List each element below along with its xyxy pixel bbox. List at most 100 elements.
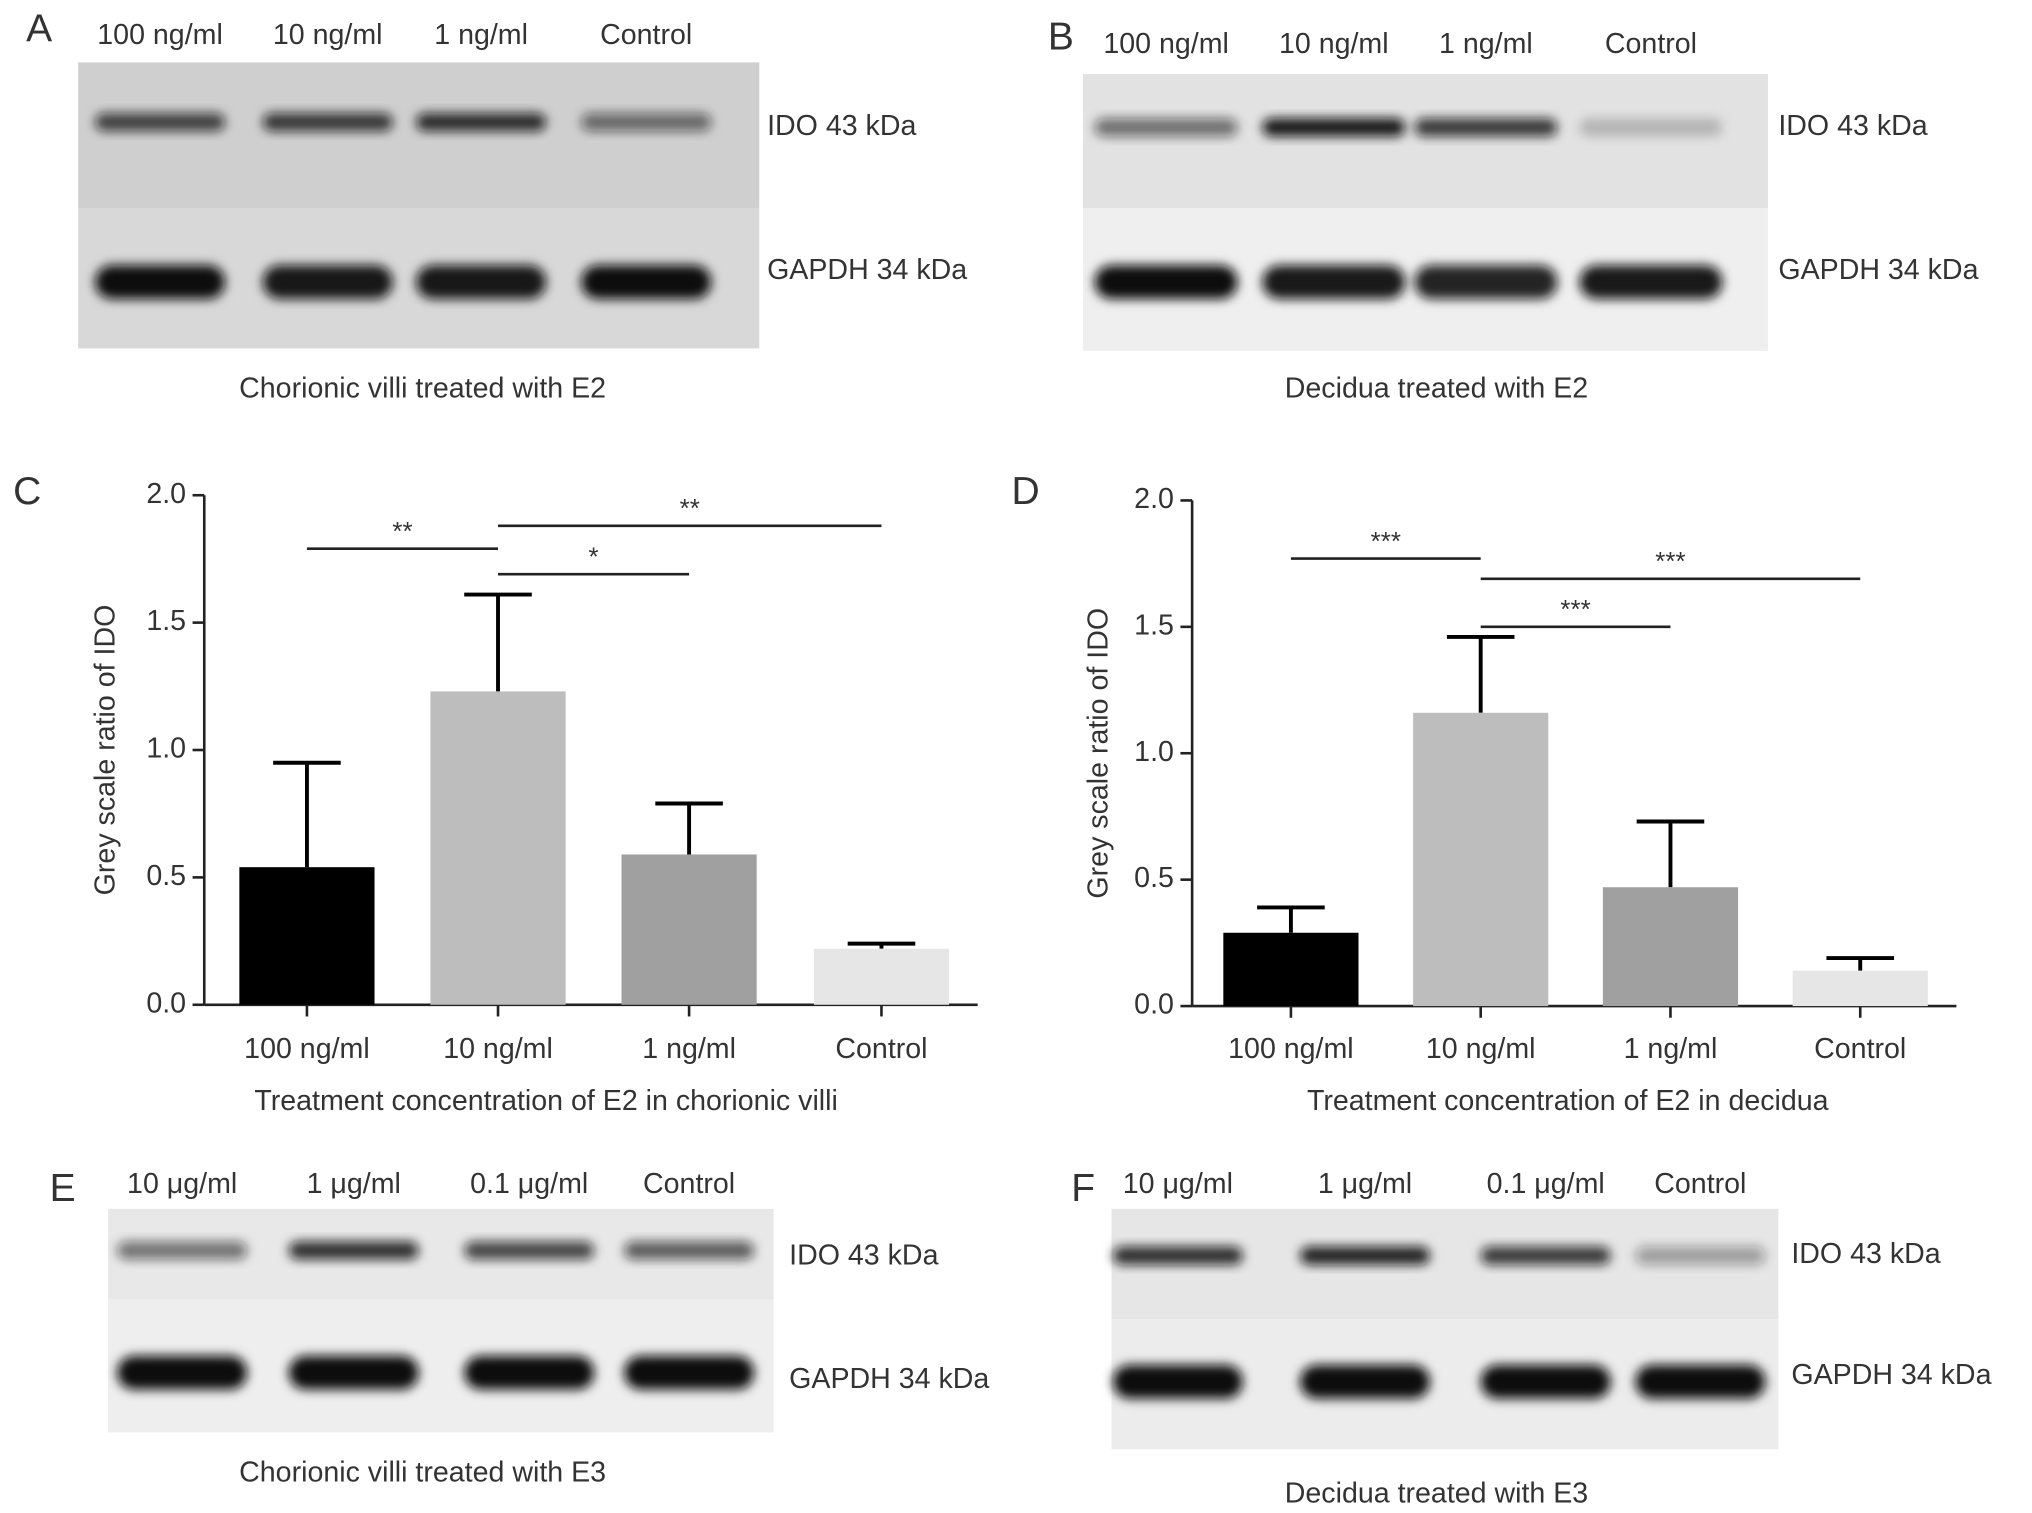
blot-band — [1112, 1246, 1243, 1265]
blot-membrane — [78, 62, 760, 208]
y-tick-label: 0.5 — [146, 860, 186, 892]
lane-label: 0.1 μg/ml — [470, 1168, 588, 1200]
bar — [430, 691, 566, 1005]
blot-band — [1635, 1246, 1766, 1265]
blot-band — [1300, 1364, 1430, 1399]
significance-label: ** — [680, 493, 700, 523]
bar — [1413, 712, 1549, 1007]
lane-label: 10 ng/ml — [1279, 28, 1389, 60]
blot-band — [1480, 1364, 1611, 1399]
panel-label: D — [1011, 470, 1039, 513]
band-label: GAPDH 34 kDa — [767, 254, 967, 286]
y-tick-label: 1.5 — [1134, 609, 1174, 641]
lane-label: 1 ng/ml — [434, 19, 528, 51]
panel-label: E — [50, 1167, 76, 1210]
blot-band — [95, 113, 226, 132]
lane-label: 10 ng/ml — [273, 19, 383, 51]
x-tick-label: 1 ng/ml — [642, 1033, 736, 1065]
lane-label: 10 μg/ml — [127, 1168, 237, 1200]
x-tick-label: Control — [1814, 1033, 1906, 1065]
band-label: IDO 43 kDa — [767, 110, 916, 142]
blot-band — [464, 1355, 595, 1390]
blot-membrane — [1082, 74, 1768, 208]
panel-label: A — [26, 7, 52, 50]
blot-band — [624, 1241, 755, 1260]
band-label: IDO 43 kDa — [789, 1239, 938, 1271]
x-tick-label: 100 ng/ml — [244, 1033, 370, 1065]
blot-band — [416, 113, 547, 132]
blot-caption: Chorionic villi treated with E2 — [239, 372, 606, 404]
blot-band — [1414, 265, 1558, 299]
y-tick-label: 0.0 — [1134, 989, 1174, 1021]
blot-caption: Decidua treated with E2 — [1285, 372, 1588, 404]
blot-band — [288, 1241, 419, 1260]
x-axis-title: Treatment concentration of E2 in decidua — [1307, 1085, 1829, 1117]
y-tick-label: 0.5 — [1134, 862, 1174, 894]
significance-label: * — [588, 541, 598, 571]
band-label: IDO 43 kDa — [1778, 110, 1927, 142]
blot-band — [1262, 118, 1406, 137]
x-axis-title: Treatment concentration of E2 in chorion… — [254, 1085, 837, 1117]
blot-band — [1635, 1364, 1766, 1399]
blot-band — [1094, 118, 1238, 137]
blot-caption: Decidua treated with E3 — [1285, 1477, 1588, 1509]
lane-label: Control — [1654, 1168, 1746, 1200]
lane-label: 1 μg/ml — [1318, 1168, 1412, 1200]
bar — [621, 854, 757, 1005]
panel-label: B — [1048, 15, 1074, 58]
blot-band — [581, 113, 712, 132]
lane-label: 1 μg/ml — [307, 1168, 401, 1200]
y-axis-title: Grey scale ratio of IDO — [89, 605, 121, 896]
blot-band — [95, 265, 226, 299]
y-tick-label: 2.0 — [1134, 483, 1174, 515]
bar — [1792, 970, 1928, 1007]
blot-band — [1094, 265, 1238, 299]
blot-band — [117, 1241, 248, 1260]
blot-band — [262, 113, 393, 132]
blot-band — [1300, 1246, 1430, 1265]
blot-band — [1112, 1364, 1243, 1399]
y-tick-label: 1.5 — [146, 605, 186, 637]
bar — [239, 867, 375, 1005]
blot-caption: Chorionic villi treated with E3 — [239, 1457, 606, 1489]
blot-band — [624, 1355, 755, 1390]
blot-band — [1579, 265, 1723, 299]
x-tick-label: 1 ng/ml — [1624, 1033, 1718, 1065]
panel-label: C — [13, 470, 41, 513]
significance-label: *** — [1560, 594, 1590, 624]
y-axis-title: Grey scale ratio of IDO — [1082, 608, 1114, 899]
significance-label: *** — [1655, 546, 1685, 576]
x-tick-label: 10 ng/ml — [1426, 1033, 1536, 1065]
panel-label: F — [1071, 1167, 1095, 1210]
significance-label: ** — [392, 516, 412, 546]
band-label: GAPDH 34 kDa — [1778, 254, 1978, 286]
blot-band — [416, 265, 547, 299]
blot-band — [262, 265, 393, 299]
x-tick-label: Control — [835, 1033, 927, 1065]
blot-band — [288, 1355, 419, 1390]
lane-label: 100 ng/ml — [1103, 28, 1229, 60]
band-label: IDO 43 kDa — [1791, 1238, 1940, 1270]
band-label: GAPDH 34 kDa — [789, 1363, 989, 1395]
blot-band — [1262, 265, 1406, 299]
blot-band — [1414, 118, 1558, 137]
lane-label: 0.1 μg/ml — [1487, 1168, 1605, 1200]
bar — [1223, 932, 1359, 1007]
blot-band — [117, 1355, 248, 1390]
x-tick-label: 10 ng/ml — [443, 1033, 553, 1065]
bar — [813, 948, 950, 1005]
significance-label: *** — [1371, 526, 1401, 556]
blot-band — [1480, 1246, 1611, 1265]
blot-band — [464, 1241, 595, 1260]
y-tick-label: 1.0 — [1134, 736, 1174, 768]
blot-band — [1579, 118, 1723, 137]
bar — [1602, 887, 1739, 1007]
lane-label: 1 ng/ml — [1439, 28, 1533, 60]
y-tick-label: 1.0 — [146, 733, 186, 765]
blot-band — [581, 265, 712, 299]
lane-label: Control — [643, 1168, 735, 1200]
y-tick-label: 0.0 — [146, 987, 186, 1019]
y-tick-label: 2.0 — [146, 478, 186, 510]
